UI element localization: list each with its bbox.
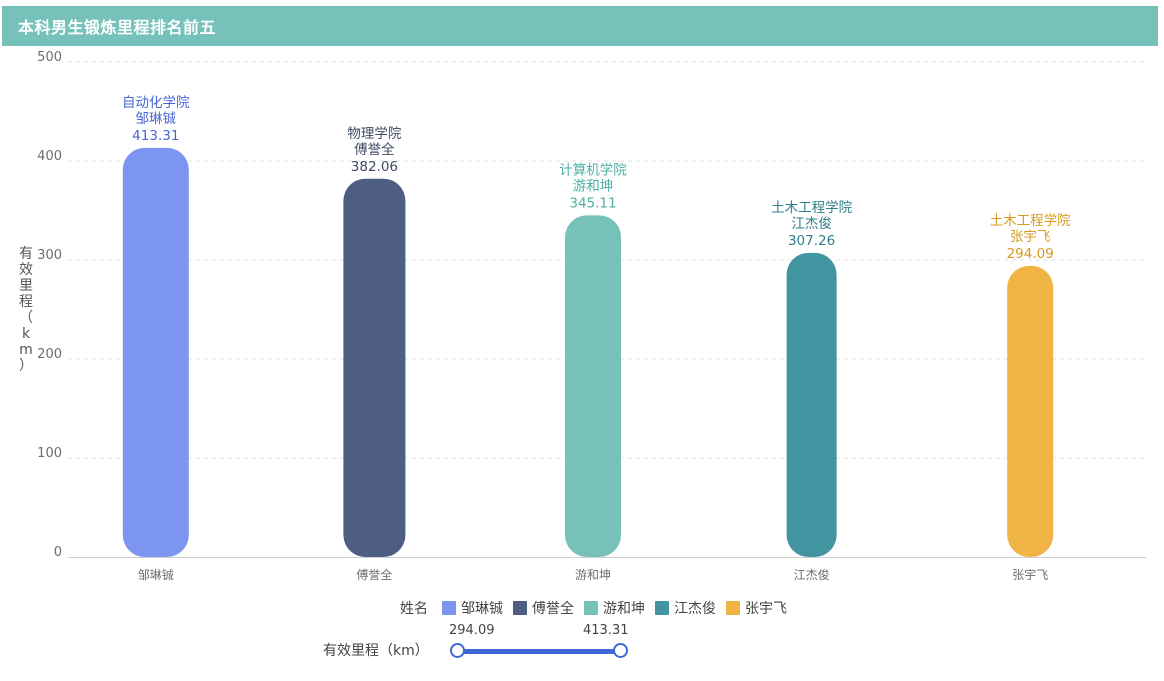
- x-tick-label: 傅誉全: [356, 567, 392, 582]
- x-tick-label: 邹琳铖: [138, 567, 174, 582]
- bar-label-value: 345.11: [569, 195, 616, 211]
- bar-label-college: 自动化学院: [122, 95, 190, 111]
- bar-label-value: 413.31: [132, 128, 179, 144]
- bar-label-college: 物理学院: [347, 126, 401, 142]
- legend-item-3[interactable]: 江杰俊: [655, 598, 716, 618]
- legend-label: 游和坤: [603, 601, 645, 617]
- legend-item-2[interactable]: 游和坤: [584, 598, 645, 618]
- chart-header: 本科男生锻炼里程排名前五: [2, 6, 1158, 46]
- bar-label-college: 土木工程学院: [771, 200, 852, 216]
- legend-label: 张宇飞: [745, 601, 787, 617]
- y-tick-label: 400: [37, 149, 62, 164]
- bar-0: [122, 147, 189, 557]
- legend-label: 傅誉全: [532, 601, 574, 617]
- range-min-handle[interactable]: [450, 643, 465, 658]
- bar-1: [343, 178, 406, 557]
- legend-swatch-icon: [655, 601, 669, 615]
- legend-label: 邹琳铖: [461, 601, 503, 617]
- x-tick-label: 游和坤: [575, 567, 611, 582]
- x-tick-label: 江杰俊: [794, 567, 830, 582]
- bar-4: [1007, 265, 1054, 557]
- bar-3: [786, 252, 837, 557]
- y-axis-title: 有效里程（ k m）: [19, 246, 33, 374]
- range-filter-title: 有效里程（km）: [323, 643, 429, 659]
- legend-swatch-icon: [726, 601, 740, 615]
- x-tick-label: 张宇飞: [1012, 568, 1048, 582]
- range-filter: 有效里程（km） 294.09 413.31: [320, 622, 650, 672]
- y-tick-label: 300: [37, 248, 62, 263]
- bar-label-value: 382.06: [351, 159, 398, 175]
- legend-item-1[interactable]: 傅誉全: [513, 598, 574, 618]
- chart-title: 本科男生锻炼里程排名前五: [18, 18, 217, 37]
- y-tick-label: 200: [37, 347, 62, 362]
- bar-label-value: 307.26: [788, 233, 835, 249]
- bar-label-name: 游和坤: [573, 178, 614, 194]
- range-min-label: 294.09: [449, 623, 495, 638]
- y-tick-label: 100: [37, 446, 62, 461]
- bar-2: [565, 215, 621, 557]
- range-max-label: 413.31: [583, 623, 629, 638]
- bar-label-value: 294.09: [1007, 246, 1054, 262]
- legend-swatch-icon: [584, 601, 598, 615]
- y-tick-label: 500: [37, 50, 62, 65]
- bar-label-name: 傅誉全: [354, 141, 395, 158]
- legend-item-0[interactable]: 邹琳铖: [442, 598, 503, 618]
- legend-item-4[interactable]: 张宇飞: [726, 598, 787, 618]
- legend-swatch-icon: [442, 601, 456, 615]
- legend-title: 姓名: [400, 601, 428, 617]
- legend-swatch-icon: [513, 601, 527, 615]
- bar-label-name: 江杰俊: [791, 216, 832, 232]
- legend: 姓名 邹琳铖 傅誉全 游和坤 江杰俊 张宇飞: [400, 598, 797, 618]
- range-max-handle[interactable]: [613, 643, 628, 658]
- bar-label-college: 土木工程学院: [990, 213, 1071, 229]
- bar-label-college: 计算机学院: [559, 162, 627, 178]
- bar-label-name: 张宇飞: [1010, 229, 1051, 245]
- legend-label: 江杰俊: [674, 601, 716, 617]
- range-track[interactable]: [457, 649, 621, 654]
- y-tick-label: 0: [54, 545, 62, 560]
- bar-label-name: 邹琳铖: [136, 110, 177, 127]
